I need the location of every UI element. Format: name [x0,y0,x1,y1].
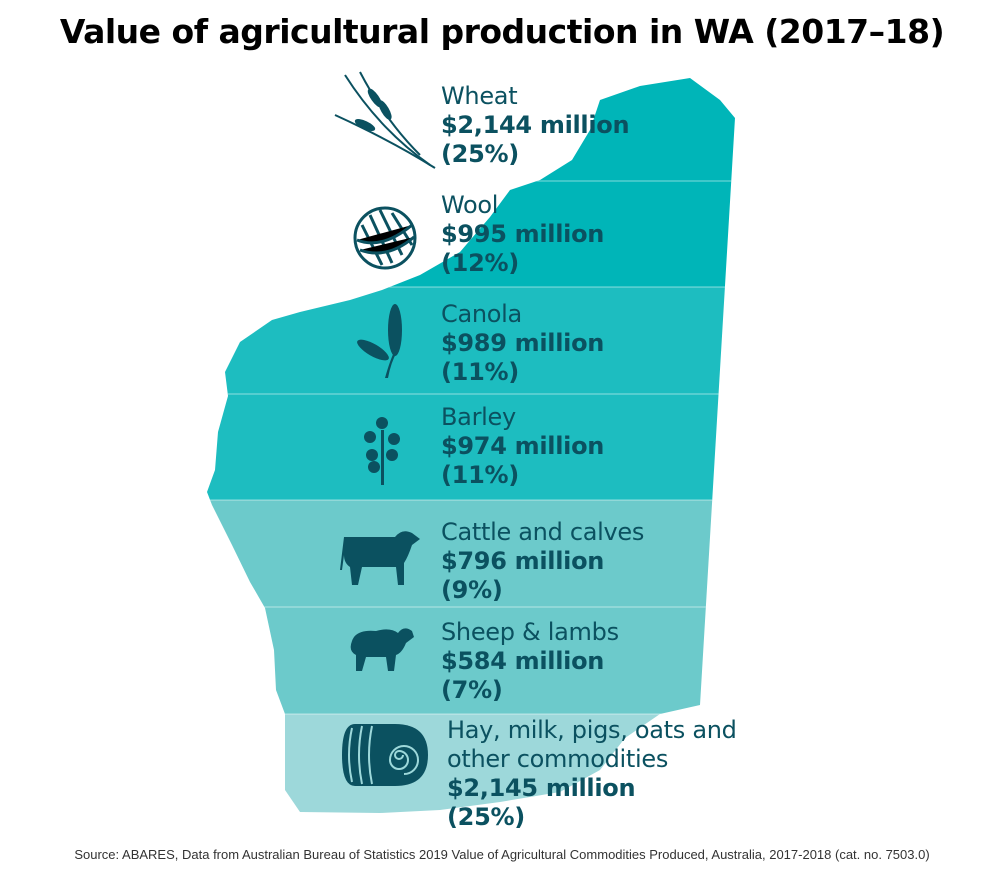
commodity-share: (9%) [441,576,503,604]
commodity-share: (25%) [441,140,519,168]
commodity-share: (11%) [441,358,519,386]
commodity-value: $995 million [441,220,605,248]
label-cattle: Cattle and calves $796 million (9%) [441,518,644,605]
commodity-value: $2,144 million [441,111,630,139]
commodity-value: $989 million [441,329,605,357]
source-note: Source: ABARES, Data from Australian Bur… [74,847,930,862]
commodity-share: (7%) [441,676,503,704]
commodity-name: Cattle and calves [441,518,645,546]
grain-icon [357,304,402,378]
commodity-value: $584 million [441,647,605,675]
yarn-ball-icon [353,206,417,270]
hay-bale-icon [342,724,428,786]
commodity-value: $974 million [441,432,605,460]
commodity-share: (25%) [447,803,525,831]
chart-title: Value of agricultural production in WA (… [59,12,945,51]
commodity-value: $796 million [441,547,605,575]
map-band-5 [207,607,735,714]
label-wheat: Wheat $2,144 million (25%) [441,82,630,169]
commodity-share: (11%) [441,461,519,489]
commodity-name: Sheep & lambs [441,618,619,646]
commodity-value: $2,145 million [447,774,636,802]
commodity-name: Wheat [441,82,518,110]
map-band-3 [207,394,735,500]
sheep-icon [350,628,414,671]
commodity-name: Wool [441,191,499,219]
map-band-4 [207,500,735,607]
label-canola: Canola $989 million (11%) [441,300,604,387]
cow-icon [340,531,420,585]
commodity-name: Barley [441,403,516,431]
commodity-name: Hay, milk, pigs, oats and other commodit… [447,716,737,773]
label-barley: Barley $974 million (11%) [441,403,604,490]
label-other: Hay, milk, pigs, oats and other commodit… [447,716,757,832]
label-wool: Wool $995 million (12%) [441,191,604,278]
wheat-icon [334,71,436,169]
commodity-share: (12%) [441,249,519,277]
label-sheep: Sheep & lambs $584 million (7%) [441,618,619,705]
flower-icon [364,417,400,485]
commodity-name: Canola [441,300,522,328]
